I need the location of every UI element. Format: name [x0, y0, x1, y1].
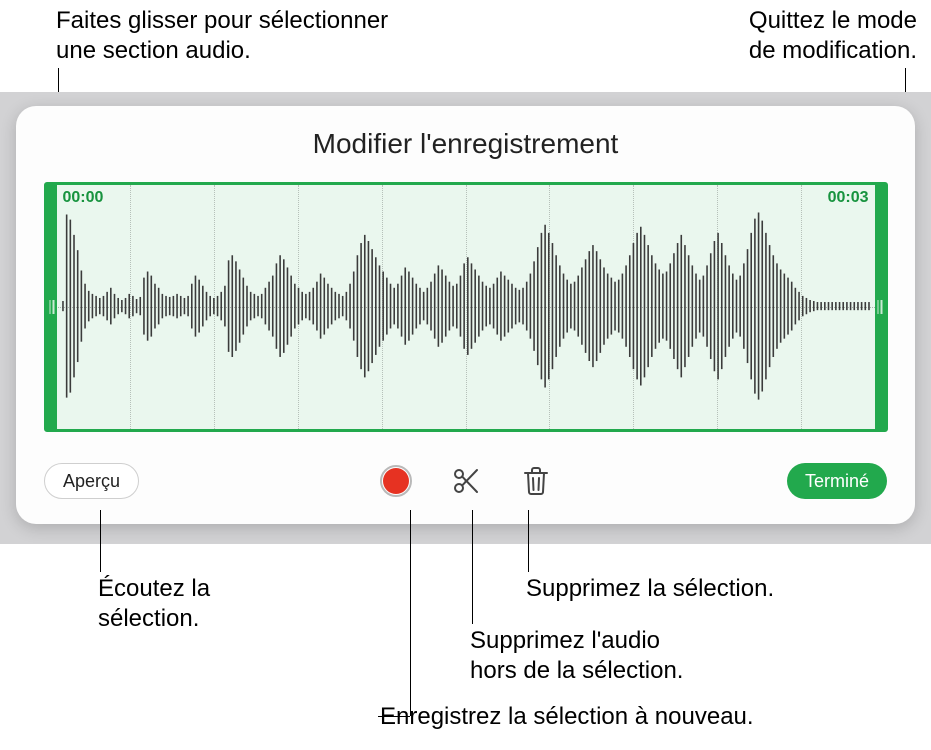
- panel-title: Modifier l'enregistrement: [313, 128, 619, 160]
- delete-button[interactable]: [515, 460, 557, 502]
- selection-handle-left[interactable]: [47, 185, 57, 429]
- leader-rerecord-v: [410, 510, 411, 716]
- trash-icon: [521, 464, 551, 498]
- record-icon: [379, 464, 413, 498]
- leader-delete-sel: [528, 510, 529, 572]
- callout-drag-select: Faites glisser pour sélectionnerune sect…: [56, 6, 476, 66]
- selection-handle-right[interactable]: [875, 185, 885, 429]
- scissors-icon: [449, 464, 483, 498]
- callout-exit-edit: Quittez le modede modification.: [617, 6, 917, 66]
- record-button[interactable]: [375, 460, 417, 502]
- leader-listen: [100, 510, 101, 572]
- callout-delete-selection: Supprimez la sélection.: [526, 574, 886, 604]
- leader-delete-outside: [472, 510, 473, 624]
- leader-rerecord-h: [378, 716, 410, 717]
- edit-toolbar: Aperçu: [16, 460, 915, 502]
- center-button-group: [375, 460, 557, 502]
- preview-button[interactable]: Aperçu: [44, 463, 139, 499]
- time-start-label: 00:00: [63, 189, 104, 207]
- waveform-area[interactable]: 00:00 00:03: [44, 182, 888, 432]
- time-end-label: 00:03: [828, 189, 869, 207]
- callout-listen: Écoutez lasélection.: [98, 574, 298, 634]
- callout-rerecord: Enregistrez la sélection à nouveau.: [380, 702, 860, 732]
- waveform-svg: [59, 185, 873, 427]
- edit-recording-panel: Modifier l'enregistrement 00:00 00:03 Ap…: [16, 106, 915, 524]
- done-button[interactable]: Terminé: [787, 463, 887, 499]
- callout-delete-outside: Supprimez l'audiohors de la sélection.: [470, 626, 850, 686]
- trim-button[interactable]: [445, 460, 487, 502]
